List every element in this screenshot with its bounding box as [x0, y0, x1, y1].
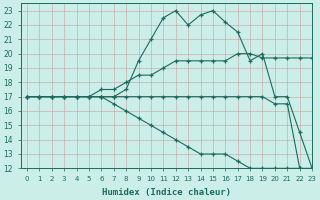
X-axis label: Humidex (Indice chaleur): Humidex (Indice chaleur)	[102, 188, 231, 197]
